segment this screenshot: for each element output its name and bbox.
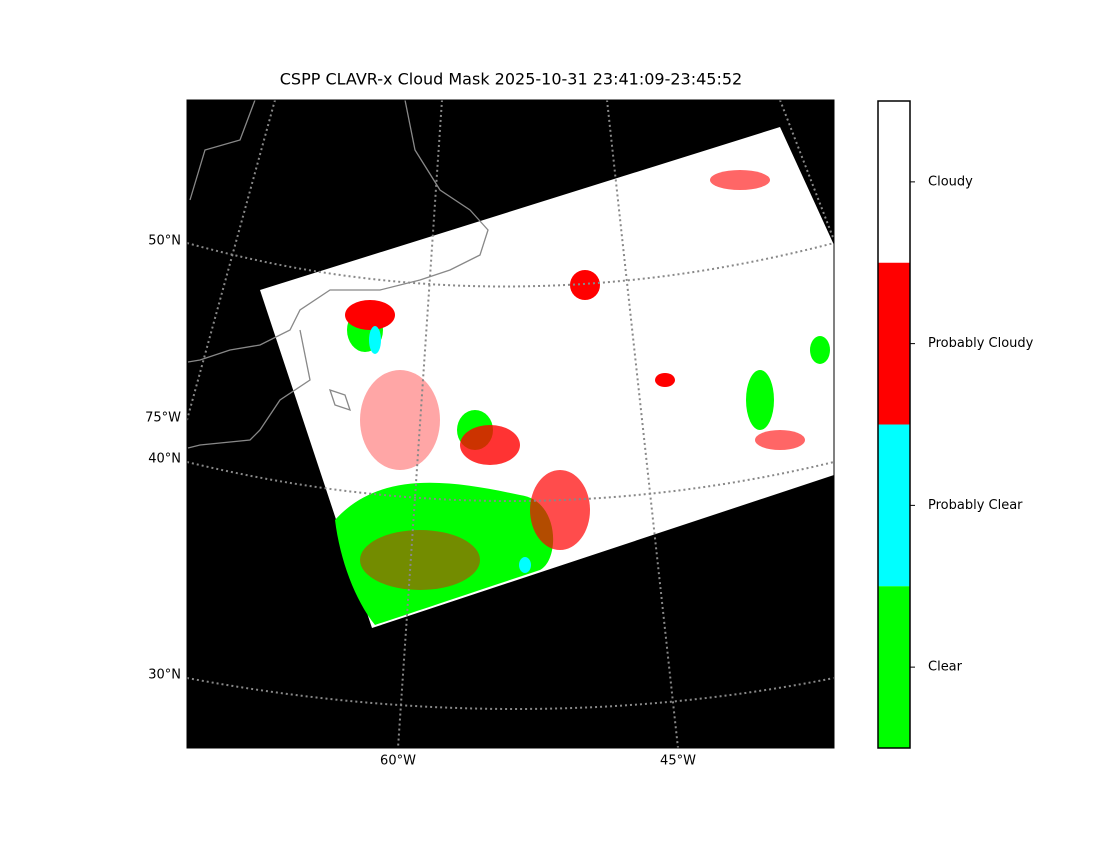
lat-label: 30°N	[148, 668, 181, 683]
lat-label: 40°N	[148, 452, 181, 467]
lat-label: 50°N	[148, 234, 181, 249]
panel-frame	[186, 99, 835, 749]
colorbar-segment	[878, 586, 910, 748]
map-panel	[187, 100, 834, 748]
colorbar-label: Clear	[928, 660, 963, 675]
colorbar-label: Probably Cloudy	[928, 336, 1034, 351]
probably-clear-patches	[369, 326, 531, 573]
colorbar-segment	[878, 262, 910, 425]
graticule	[187, 100, 834, 748]
colorbar-label: Cloudy	[928, 174, 973, 189]
lon-label: 75°W	[145, 411, 181, 426]
colorbar-segment	[878, 101, 910, 263]
coastline	[187, 100, 489, 449]
colorbar-label: Probably Clear	[928, 498, 1023, 513]
lon-label: 45°W	[660, 754, 696, 769]
cloudy-patches	[345, 170, 805, 590]
lon-label: 60°W	[380, 754, 416, 769]
map-title: CSPP CLAVR-x Cloud Mask 2025-10-31 23:41…	[280, 70, 742, 89]
colorbar-frame	[877, 100, 911, 749]
colorbar: Cloudy Probably Cloudy Probably Clear Clear	[877, 100, 1034, 749]
colorbar-segment	[878, 424, 910, 587]
